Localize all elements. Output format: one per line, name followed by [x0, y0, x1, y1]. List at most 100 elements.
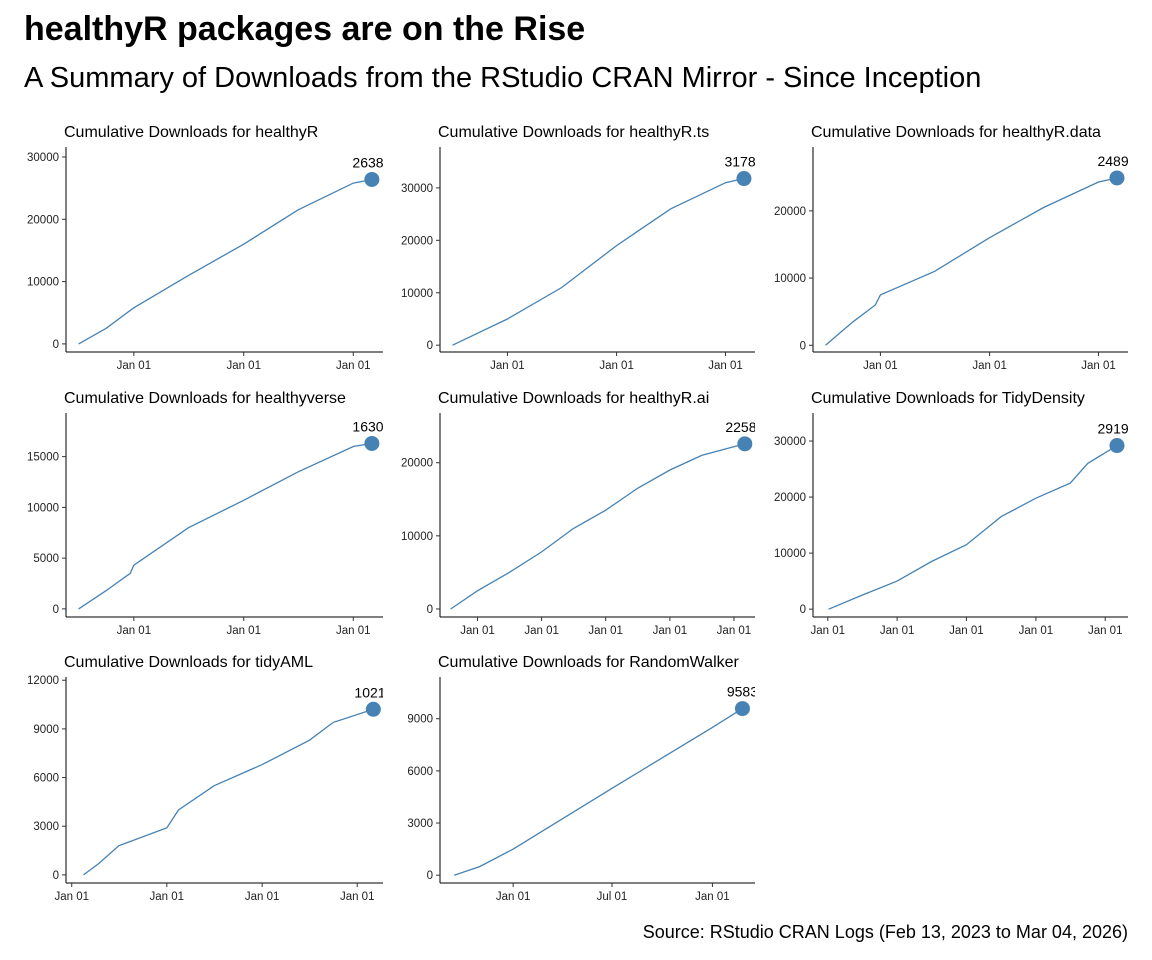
x-tick-label: Jan 01 — [653, 625, 688, 637]
figure-caption: Source: RStudio CRAN Logs (Feb 13, 2023 … — [642, 922, 1128, 942]
x-tick-label: Jan 01 — [226, 360, 261, 372]
series-line — [78, 178, 373, 345]
panel-title: Cumulative Downloads for healthyverse — [64, 390, 346, 407]
panel-title: Cumulative Downloads for healthyR.data — [811, 124, 1101, 141]
panel-title: Cumulative Downloads for tidyAML — [64, 654, 313, 671]
x-tick-label: Jan 01 — [1081, 360, 1116, 372]
y-tick-label: 0 — [800, 604, 806, 616]
y-tick-label: 30000 — [27, 152, 59, 164]
x-tick-label: Jan 01 — [863, 360, 898, 372]
end-point — [734, 701, 750, 717]
x-tick-label: Jan 01 — [524, 625, 559, 637]
series-line — [452, 177, 745, 346]
y-tick-label: 10000 — [774, 273, 806, 285]
x-tick-label: Jan 01 — [496, 891, 531, 903]
x-tick-label: Jan 01 — [336, 625, 371, 637]
y-tick-label: 10000 — [401, 288, 433, 300]
y-tick-label: 10000 — [27, 277, 59, 289]
panel-2: Cumulative Downloads for healthyR.data 0 1… — [774, 124, 1136, 372]
x-tick-label: Jan 01 — [336, 360, 371, 372]
x-tick-label: Jan 01 — [490, 360, 525, 372]
x-tick-label: Jan 01 — [150, 891, 185, 903]
x-tick-label: Jan 01 — [695, 891, 730, 903]
end-point — [365, 701, 381, 717]
panel-title: Cumulative Downloads for healthyR.ai — [438, 390, 709, 407]
y-tick-label: 3000 — [407, 818, 433, 830]
y-tick-label: 9000 — [407, 714, 433, 726]
y-tick-label: 12000 — [27, 675, 59, 687]
y-tick-label: 0 — [427, 604, 433, 616]
x-tick-label: Jan 01 — [340, 891, 375, 903]
end-value-label: 22583 — [725, 419, 764, 435]
x-tick-label: Jan 01 — [1088, 625, 1123, 637]
y-tick-label: 0 — [427, 870, 433, 882]
y-tick-label: 20000 — [774, 206, 806, 218]
panel-4: Cumulative Downloads for healthyR.ai 0 100… — [401, 390, 764, 637]
panel-0: Cumulative Downloads for healthyR 0 10000 2… — [27, 124, 391, 372]
series-line — [453, 708, 743, 876]
panel-title: Cumulative Downloads for healthyR.ts — [438, 124, 709, 141]
y-tick-label: 5000 — [33, 553, 59, 565]
panel-5: Cumulative Downloads for TidyDensity 0 100… — [774, 390, 1137, 637]
series-line — [78, 442, 373, 610]
end-point — [736, 171, 752, 187]
y-tick-label: 20000 — [401, 235, 433, 247]
y-tick-label: 10000 — [401, 531, 433, 543]
y-tick-label: 0 — [53, 870, 59, 882]
y-tick-label: 6000 — [33, 773, 59, 785]
x-tick-label: Jan 01 — [717, 625, 752, 637]
series-line — [828, 445, 1118, 610]
series-line — [450, 443, 745, 610]
y-tick-label: 3000 — [33, 821, 59, 833]
x-tick-label: Jan 01 — [949, 625, 984, 637]
x-tick-label: Jan 01 — [245, 891, 280, 903]
end-value-label: 24893 — [1097, 153, 1136, 169]
x-tick-label: Jan 01 — [880, 625, 915, 637]
x-tick-label: Jan 01 — [54, 891, 89, 903]
panel-title: Cumulative Downloads for healthyR — [64, 124, 318, 141]
panel-6: Cumulative Downloads for tidyAML 0 3000 600… — [27, 654, 392, 903]
y-tick-label: 10000 — [774, 548, 806, 560]
end-value-label: 26388 — [352, 154, 391, 170]
x-tick-label: Jan 01 — [460, 625, 495, 637]
y-tick-label: 0 — [53, 604, 59, 616]
end-value-label: 9583 — [727, 684, 758, 700]
x-tick-label: Jan 01 — [708, 360, 743, 372]
y-tick-label: 20000 — [27, 214, 59, 226]
end-point — [1109, 438, 1125, 454]
end-point — [364, 171, 380, 187]
panel-title: Cumulative Downloads for TidyDensity — [811, 390, 1085, 407]
x-tick-label: Jan 01 — [117, 625, 152, 637]
figure-title: healthyR packages are on the Rise — [24, 10, 586, 48]
y-tick-label: 10000 — [27, 502, 59, 514]
x-tick-label: Jan 01 — [811, 625, 846, 637]
panel-title: Cumulative Downloads for RandomWalker — [438, 654, 740, 671]
end-point — [1109, 170, 1125, 186]
end-point — [364, 435, 380, 451]
y-tick-label: 30000 — [774, 436, 806, 448]
y-tick-label: 0 — [53, 339, 59, 351]
end-value-label: 29190 — [1098, 421, 1137, 437]
y-tick-label: 9000 — [33, 724, 59, 736]
end-value-label: 10211 — [354, 684, 392, 700]
end-value-label: 16301 — [352, 418, 391, 434]
x-tick-label: Jan 01 — [117, 360, 152, 372]
series-line — [825, 177, 1118, 346]
panel-1: Cumulative Downloads for healthyR.ts 0 100… — [401, 124, 763, 372]
y-tick-label: 20000 — [401, 458, 433, 470]
end-value-label: 31787 — [724, 154, 763, 170]
x-tick-label: Jul 01 — [597, 891, 628, 903]
x-tick-label: Jan 01 — [972, 360, 1007, 372]
x-tick-label: Jan 01 — [1019, 625, 1054, 637]
x-tick-label: Jan 01 — [599, 360, 634, 372]
y-tick-label: 30000 — [401, 183, 433, 195]
y-tick-label: 6000 — [407, 766, 433, 778]
y-tick-label: 20000 — [774, 492, 806, 504]
end-point — [737, 436, 753, 452]
x-tick-label: Jan 01 — [588, 625, 623, 637]
panel-7: Cumulative Downloads for RandomWalker 0 30… — [407, 654, 758, 903]
y-tick-label: 0 — [800, 340, 806, 352]
panel-3: Cumulative Downloads for healthyverse 0 50… — [27, 390, 391, 637]
